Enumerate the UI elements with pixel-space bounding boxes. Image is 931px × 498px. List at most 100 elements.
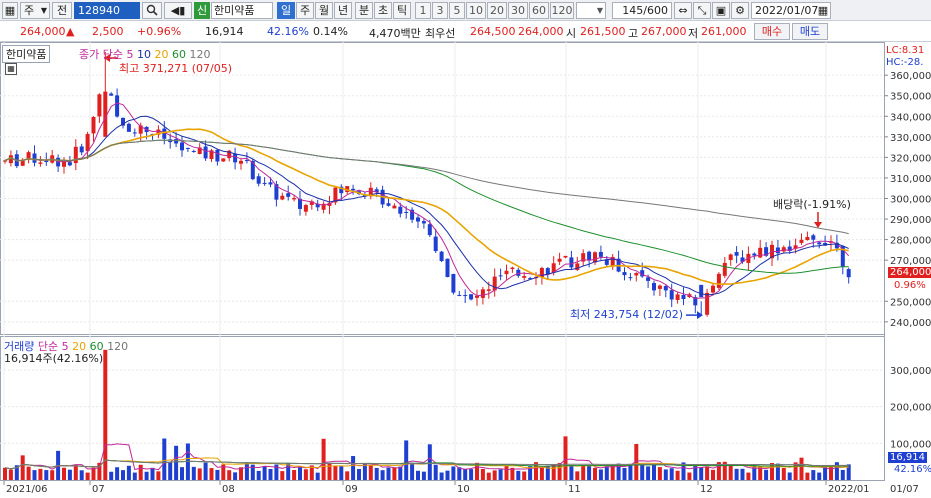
up-triangle-icon: ▲ xyxy=(66,25,75,38)
volume-bar xyxy=(91,467,96,480)
volume-bars-group xyxy=(3,349,851,480)
current-rate-tag: 0.96% xyxy=(894,280,926,291)
market-select[interactable]: 주 ▼ xyxy=(20,2,50,19)
period-tab-year[interactable]: 년 xyxy=(334,2,352,19)
volume-rate: 42.16% xyxy=(267,25,309,38)
candle-body xyxy=(693,297,698,306)
multiplier-1[interactable]: 1 xyxy=(415,2,431,19)
volume-bar xyxy=(557,463,562,480)
count-input[interactable]: 145/600 xyxy=(612,2,672,19)
speaker-icon[interactable]: ◀▮ xyxy=(164,2,192,19)
volume-bar xyxy=(115,467,120,480)
volume-bar xyxy=(811,470,816,480)
multiplier-60[interactable]: 60 xyxy=(529,2,549,19)
multiplier-custom-input[interactable]: ▼ xyxy=(576,2,606,19)
chart-area[interactable]: 360,000 350,000 340,000 330,000 320,000 310,0… xyxy=(0,42,931,495)
price-tick-label: 360,000 xyxy=(890,71,931,82)
multiplier-3[interactable]: 3 xyxy=(432,2,448,19)
fullname-button[interactable]: 전 xyxy=(52,2,72,19)
candle-body xyxy=(286,193,291,197)
bid-price: 264,000 xyxy=(518,25,564,38)
candle-body xyxy=(292,198,297,200)
price-tick-label: 310,000 xyxy=(890,174,931,185)
volume-bar xyxy=(598,469,603,480)
legend-ma5: 5 xyxy=(126,48,134,61)
candle-body xyxy=(256,176,261,184)
volume-bar xyxy=(752,465,757,480)
candle-body xyxy=(203,146,208,159)
candle-body xyxy=(386,203,391,206)
multiplier-20[interactable]: 20 xyxy=(487,2,507,19)
volume-bar xyxy=(823,465,828,480)
period-tab-week[interactable]: 주 xyxy=(296,2,314,19)
stock-chart-svg[interactable]: 360,000 350,000 340,000 330,000 320,000 310,0… xyxy=(0,42,931,495)
candle-body xyxy=(628,277,633,279)
candle-body xyxy=(711,285,715,293)
candle-body xyxy=(840,246,845,267)
gear-icon[interactable]: ⚙ xyxy=(731,2,749,19)
candle-body xyxy=(811,235,816,240)
candle-body xyxy=(180,142,184,151)
volume-bar xyxy=(203,462,208,480)
price-panel-tab[interactable]: 한미약품 xyxy=(2,45,51,63)
search-icon[interactable] xyxy=(142,2,162,19)
volume-bar xyxy=(362,463,367,480)
candle-body xyxy=(126,123,131,132)
stock-name-field[interactable]: 한미약품 xyxy=(211,2,273,19)
ask-price: 264,500 xyxy=(470,25,516,38)
multiplier-120[interactable]: 120 xyxy=(550,2,574,19)
volume-legend-ma120: 120 xyxy=(107,340,129,353)
candle-body xyxy=(746,253,751,263)
candle-body xyxy=(416,217,420,222)
candle-body xyxy=(62,160,66,167)
candle-body xyxy=(351,188,356,191)
period-tab-second[interactable]: 초 xyxy=(374,2,392,19)
volume-bar xyxy=(109,471,114,480)
price-tick-label: 300,000 xyxy=(890,195,931,206)
panel-grid-icon[interactable]: ▦ xyxy=(5,63,17,75)
volume-bar xyxy=(534,462,538,480)
code-input[interactable]: 128940 xyxy=(74,2,140,19)
grid-menu-icon[interactable]: ▦ xyxy=(2,2,18,19)
volume-bar xyxy=(421,471,426,480)
volume-bar xyxy=(652,464,656,480)
candle-body xyxy=(392,205,397,209)
lc-label: LC:8.31 xyxy=(886,45,925,56)
volume-bar xyxy=(416,470,420,480)
multiplier-5[interactable]: 5 xyxy=(449,2,465,19)
volume-legend-ma5: 5 xyxy=(61,340,69,353)
candle-body xyxy=(722,262,727,276)
volume-rate-tag: 42.16% xyxy=(894,464,931,475)
sell-button[interactable]: 매도 xyxy=(792,23,828,40)
period-tab-month[interactable]: 월 xyxy=(315,2,333,19)
candle-body xyxy=(97,94,102,117)
exdiv-arrow-head xyxy=(814,222,822,228)
candle-body xyxy=(410,209,415,220)
x-right-label: 01/07 xyxy=(890,484,919,495)
volume-bar xyxy=(439,472,444,480)
candle-body xyxy=(716,273,721,288)
buy-button[interactable]: 매수 xyxy=(754,23,790,40)
zoom-icon[interactable]: ⤡ xyxy=(693,2,711,19)
period-tab-tick[interactable]: 틱 xyxy=(393,2,411,19)
multiplier-10[interactable]: 10 xyxy=(466,2,486,19)
date-input[interactable]: 2022/01/07 xyxy=(751,2,831,19)
print-icon[interactable]: ▣ xyxy=(712,2,730,19)
candle-body xyxy=(486,289,491,291)
period-tab-day[interactable]: 일 xyxy=(277,2,295,19)
candle-body xyxy=(764,247,769,256)
volume-bar xyxy=(150,467,155,480)
calendar-icon[interactable]: ▦ xyxy=(817,4,829,17)
period-tab-minute[interactable]: 분 xyxy=(355,2,373,19)
volume-bar xyxy=(162,438,167,480)
x-tick-label: 12 xyxy=(700,484,713,495)
volume-bar xyxy=(775,463,780,480)
candle-body xyxy=(433,236,438,252)
volume-bar xyxy=(62,467,66,480)
volume-bar xyxy=(781,467,786,480)
candle-body xyxy=(634,273,639,276)
price-tick-label: 280,000 xyxy=(890,236,931,247)
crosshair-icon[interactable]: ⇔ xyxy=(674,2,692,19)
volume-bar xyxy=(410,462,415,480)
multiplier-30[interactable]: 30 xyxy=(508,2,528,19)
